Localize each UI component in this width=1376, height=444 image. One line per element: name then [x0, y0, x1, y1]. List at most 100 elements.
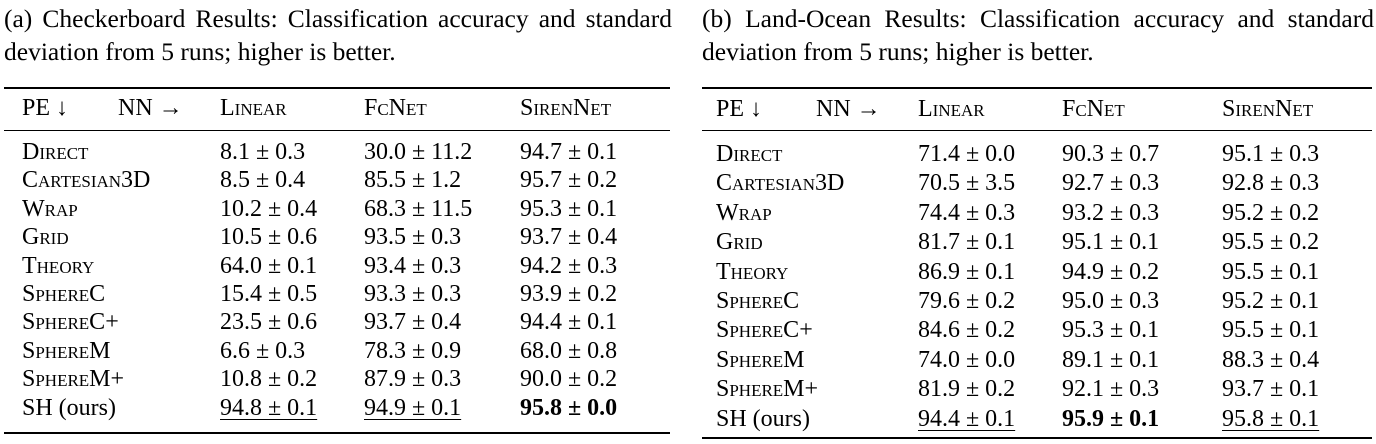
table-row: Grid 81.7 ± 0.1 95.1 ± 0.1 95.5 ± 0.2	[702, 228, 1372, 256]
row-label: SphereC	[716, 288, 800, 314]
row-label: SphereC+	[22, 309, 119, 336]
table-cell: 78.3 ± 0.9	[364, 337, 462, 364]
pe-header: PE ↓	[716, 96, 763, 122]
table-cell: 79.6 ± 0.2	[918, 288, 1016, 314]
table-row: Theory 64.0 ± 0.1 93.4 ± 0.3 94.2 ± 0.3	[4, 252, 670, 280]
table-row: Cartesian3D 8.5 ± 0.4 85.5 ± 1.2 95.7 ± 0.2	[4, 166, 670, 194]
table-cell: 93.4 ± 0.3	[364, 252, 462, 279]
table-cell: 95.5 ± 0.1	[1222, 258, 1320, 285]
table-cell: 95.9 ± 0.1	[1062, 405, 1160, 432]
table-row: Direct 71.4 ± 0.0 90.3 ± 0.7 95.1 ± 0.3	[702, 140, 1372, 168]
row-label: SphereC	[22, 281, 106, 307]
table-cell: 95.5 ± 0.1	[1222, 317, 1320, 344]
top-rule	[4, 87, 670, 89]
table-cell: 95.2 ± 0.1	[1222, 288, 1320, 314]
table-cell: 92.8 ± 0.3	[1222, 170, 1320, 197]
table-row: SphereM 6.6 ± 0.3 78.3 ± 0.9 68.0 ± 0.8	[4, 337, 670, 365]
table-cell: 94.2 ± 0.3	[520, 252, 618, 279]
row-label: Direct	[716, 141, 783, 167]
table-cell: 95.3 ± 0.1	[520, 195, 618, 222]
bottom-rule	[4, 432, 670, 434]
table-cell: 95.8 ± 0.0	[520, 394, 618, 421]
table-cell: 93.9 ± 0.2	[520, 281, 618, 307]
row-label: Wrap	[22, 195, 78, 222]
table-cell: 6.6 ± 0.3	[220, 337, 306, 364]
table-row: Wrap 10.2 ± 0.4 68.3 ± 11.5 95.3 ± 0.1	[4, 195, 670, 223]
table-caption: (a) Checkerboard Results: Classification…	[4, 4, 672, 66]
table-header-row: PE ↓ NN → Linear FcNet SirenNet	[4, 94, 670, 122]
row-label: Theory	[716, 258, 789, 285]
table-cell: 93.7 ± 0.1	[1222, 376, 1320, 403]
table-row: SH (ours) 94.4 ± 0.1 95.9 ± 0.1 95.8 ± 0.1	[702, 405, 1372, 433]
table-row: SphereM+ 81.9 ± 0.2 92.1 ± 0.3 93.7 ± 0.1	[702, 375, 1372, 403]
column-header-sirennet: SirenNet	[1222, 96, 1314, 122]
table-cell: 93.3 ± 0.3	[364, 281, 462, 307]
nn-header: NN →	[816, 96, 881, 122]
column-header-linear: Linear	[918, 96, 985, 122]
table-cell: 95.0 ± 0.3	[1062, 288, 1160, 314]
table-cell: 64.0 ± 0.1	[220, 252, 318, 279]
table-cell: 95.8 ± 0.1	[1222, 405, 1320, 432]
table-cell: 15.4 ± 0.5	[220, 281, 318, 307]
table-cell: 86.9 ± 0.1	[918, 258, 1016, 285]
header-rule	[4, 130, 670, 131]
table-caption: (b) Land-Ocean Results: Classification a…	[702, 4, 1374, 66]
table-cell: 81.9 ± 0.2	[918, 376, 1016, 403]
table-cell: 94.4 ± 0.1	[918, 405, 1016, 432]
table-cell: 30.0 ± 11.2	[364, 139, 473, 165]
table-cell: 90.0 ± 0.2	[520, 366, 618, 393]
table-cell: 95.5 ± 0.2	[1222, 229, 1320, 256]
table-row: SphereC 15.4 ± 0.5 93.3 ± 0.3 93.9 ± 0.2	[4, 280, 670, 308]
column-header-fcnet: FcNet	[1062, 96, 1125, 122]
table-cell: 87.9 ± 0.3	[364, 366, 462, 393]
table-cell: 74.0 ± 0.0	[918, 346, 1016, 373]
table-row: Theory 86.9 ± 0.1 94.9 ± 0.2 95.5 ± 0.1	[702, 258, 1372, 286]
row-label: Cartesian3D	[22, 167, 151, 194]
table-cell: 81.7 ± 0.1	[918, 229, 1016, 256]
table-cell: 95.1 ± 0.3	[1222, 141, 1320, 167]
table-row: Wrap 74.4 ± 0.3 93.2 ± 0.3 95.2 ± 0.2	[702, 199, 1372, 227]
table-cell: 10.5 ± 0.6	[220, 224, 318, 251]
table-cell: 74.4 ± 0.3	[918, 199, 1016, 226]
table-cell: 95.7 ± 0.2	[520, 167, 618, 194]
pe-header: PE ↓	[22, 95, 69, 121]
table-cell: 94.8 ± 0.1	[220, 394, 318, 421]
column-header-linear: Linear	[220, 95, 287, 121]
table-cell: 23.5 ± 0.6	[220, 309, 318, 336]
row-label: SphereM+	[716, 376, 819, 403]
table-cell: 93.7 ± 0.4	[520, 224, 618, 251]
row-label: SphereM	[716, 346, 805, 373]
table-cell: 95.2 ± 0.2	[1222, 199, 1320, 226]
table-cell: 10.8 ± 0.2	[220, 366, 318, 393]
header-rule	[702, 130, 1372, 131]
column-header-sirennet: SirenNet	[520, 95, 612, 121]
table-row: Grid 10.5 ± 0.6 93.5 ± 0.3 93.7 ± 0.4	[4, 223, 670, 251]
table-cell: 94.7 ± 0.1	[520, 139, 618, 165]
table-cell: 92.7 ± 0.3	[1062, 170, 1160, 197]
table-cell: 68.0 ± 0.8	[520, 337, 618, 364]
table-row: SphereC 79.6 ± 0.2 95.0 ± 0.3 95.2 ± 0.1	[702, 287, 1372, 315]
table-cell: 84.6 ± 0.2	[918, 317, 1016, 344]
table-row: SphereC+ 23.5 ± 0.6 93.7 ± 0.4 94.4 ± 0.1	[4, 308, 670, 336]
table-cell: 89.1 ± 0.1	[1062, 346, 1160, 373]
row-label: Wrap	[716, 199, 772, 226]
table-cell: 71.4 ± 0.0	[918, 141, 1016, 167]
table-row: SH (ours) 94.8 ± 0.1 94.9 ± 0.1 95.8 ± 0.0	[4, 394, 670, 422]
table-cell: 10.2 ± 0.4	[220, 195, 318, 222]
table-header-row: PE ↓ NN → Linear FcNet SirenNet	[702, 95, 1372, 123]
table-cell: 94.9 ± 0.1	[364, 394, 462, 421]
top-rule	[702, 87, 1372, 89]
row-label: SphereM+	[22, 366, 125, 393]
table-cell: 92.1 ± 0.3	[1062, 376, 1160, 403]
table-row: Cartesian3D 70.5 ± 3.5 92.7 ± 0.3 92.8 ± 0.…	[702, 169, 1372, 197]
table-row: SphereC+ 84.6 ± 0.2 95.3 ± 0.1 95.5 ± 0.1	[702, 316, 1372, 344]
table-cell: 95.3 ± 0.1	[1062, 317, 1160, 344]
table-cell: 94.9 ± 0.2	[1062, 258, 1160, 285]
table-cell: 93.2 ± 0.3	[1062, 199, 1160, 226]
table-cell: 70.5 ± 3.5	[918, 170, 1016, 197]
bottom-rule	[702, 437, 1372, 439]
row-label: SH (ours)	[716, 405, 810, 432]
row-label: Grid	[716, 229, 763, 256]
row-label: SphereM	[22, 337, 111, 364]
